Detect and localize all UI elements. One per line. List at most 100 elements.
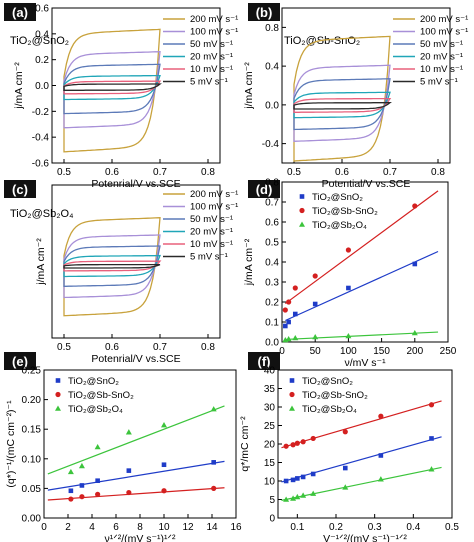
data-point — [346, 285, 351, 291]
x-tick-label: 0.5 — [445, 522, 459, 533]
data-point — [312, 334, 319, 340]
data-point — [312, 273, 318, 279]
panel-letter: (b) — [256, 5, 273, 20]
data-point — [312, 301, 318, 307]
legend-entry: TiO₂@Sb-SnO₂ — [302, 390, 368, 401]
cv-curve-series — [293, 91, 391, 119]
data-point — [68, 496, 74, 502]
legend-marker — [299, 194, 305, 199]
x-tick-label: 0 — [41, 522, 47, 533]
data-point — [300, 474, 306, 480]
panel-letter-badge — [248, 3, 280, 21]
data-point — [285, 336, 292, 342]
data-point — [211, 485, 217, 491]
panel-letter: (a) — [12, 5, 28, 20]
x-tick-label: 0.6 — [105, 342, 119, 353]
x-tick-label: 14 — [206, 522, 218, 533]
panel-f: (f) 0.1 0.2 0.3 0.4 0.5 0 5 10 15 20 25 30 35 40 V⁻¹ᐟ²/… — [239, 352, 459, 542]
data-point — [290, 495, 297, 501]
legend-marker — [289, 391, 295, 398]
plot-frame — [281, 7, 451, 164]
fit-line — [281, 466, 442, 501]
data-point — [211, 460, 216, 465]
y-tick-label: 10 — [264, 477, 276, 488]
fit-line — [281, 400, 442, 449]
x-tick-label: 0.6 — [105, 167, 119, 178]
data-point — [94, 443, 101, 450]
y-tick-label: -0.6 — [32, 159, 50, 170]
data-point — [283, 443, 289, 449]
y-tick-label: 0.6 — [35, 4, 49, 15]
data-point — [283, 478, 289, 484]
data-point — [161, 422, 167, 428]
legend-entry: 5 mV s⁻¹ — [190, 252, 228, 263]
y-tick-label: 0.7 — [265, 198, 279, 209]
data-point — [342, 429, 348, 435]
data-point — [377, 476, 384, 482]
x-tick-label: 0.5 — [57, 342, 71, 353]
x-tick-label: 0 — [279, 346, 285, 357]
legend-entry: 10 mV s⁻¹ — [190, 64, 233, 75]
data-point — [286, 319, 291, 325]
x-tick-label: 0.3 — [368, 522, 382, 533]
x-tick-label: 0.7 — [153, 342, 167, 353]
y-tick-label: 0.4 — [35, 29, 49, 40]
legend-entry: 10 mV s⁻¹ — [420, 64, 463, 75]
legend-entry: TiO₂@SnO₂ — [312, 192, 363, 203]
panel-letter-badge — [248, 352, 280, 370]
cv-curve-series — [293, 35, 391, 162]
x-tick-label: 0.2 — [329, 522, 343, 533]
y-tick-label: 0.20 — [22, 395, 42, 406]
y-tick-label: 0.05 — [22, 484, 42, 495]
legend-entry: TiO₂@Sb-SnO₂ — [68, 390, 134, 401]
y-tick-label: 0.15 — [22, 425, 42, 436]
sample-label: TiO₂@SnO₂ — [10, 35, 69, 47]
data-point — [310, 490, 317, 496]
legend-entry: TiO₂@Sb₂O₄ — [68, 404, 123, 415]
x-tick-label: 4 — [89, 522, 95, 533]
panel-b: (b) 0.5 0.6 0.7 0.8 -0.4 0.0 0.4 0.8 Potential/V … — [243, 3, 468, 190]
legend-entry: TiO₂@Sb-SnO₂ — [312, 206, 378, 217]
data-point — [428, 402, 435, 408]
data-point — [282, 307, 288, 313]
cv-curve-series — [63, 80, 162, 95]
y-tick-label: 40 — [264, 366, 276, 377]
data-point — [67, 468, 74, 475]
x-axis-title: ν¹ᐟ²/(mV s⁻¹)¹ᐟ² — [105, 533, 176, 542]
legend-entry: 5 mV s⁻¹ — [420, 77, 458, 88]
y-tick-label: 20 — [264, 440, 276, 451]
data-point — [345, 333, 352, 339]
y-axis-title: q*/mC cm⁻² — [239, 416, 251, 472]
x-axis-title: Potenrial/V vs.SCE — [91, 353, 180, 365]
y-tick-label: 30 — [264, 403, 276, 414]
cv-curve-series — [293, 102, 392, 110]
x-tick-label: 8 — [137, 522, 143, 533]
y-tick-label: 0.5 — [265, 238, 279, 249]
x-tick-label: 0.8 — [201, 342, 215, 353]
legend-entry: TiO₂@SnO₂ — [302, 376, 353, 387]
data-point — [79, 494, 85, 500]
data-point — [290, 477, 296, 483]
legend-entry: 5 mV s⁻¹ — [190, 77, 228, 88]
data-point — [310, 435, 316, 442]
legend-marker — [299, 221, 305, 227]
cv-curve-series — [293, 97, 392, 113]
y-tick-label: 5 — [269, 495, 275, 506]
x-tick-label: 16 — [230, 522, 242, 533]
fit-line — [47, 487, 225, 501]
x-tick-label: 0.8 — [431, 167, 445, 178]
y-tick-label: 0.2 — [35, 55, 49, 66]
data-point — [283, 496, 290, 502]
x-tick-label: 0.7 — [153, 167, 167, 178]
data-point — [295, 476, 300, 481]
data-point — [342, 465, 348, 471]
data-point — [79, 483, 85, 488]
legend-entry: 200 mV s⁻¹ — [190, 189, 238, 200]
x-axis-title: Potenrial/V vs.SCE — [91, 178, 180, 190]
panel-letter: (c) — [12, 182, 28, 197]
y-tick-label: 0.0 — [35, 81, 49, 92]
panel-d: (d) 0 50 100 150 200 250 0.0 0.1 0.2 0.3 0.4 0.5 0.6 0… — [243, 178, 457, 370]
y-tick-label: 0.8 — [265, 178, 279, 189]
data-point — [286, 299, 292, 305]
